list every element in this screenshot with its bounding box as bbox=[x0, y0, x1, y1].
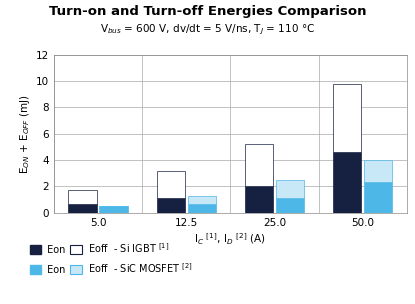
Y-axis label: E$_{ON}$ + E$_{OFF}$ (mJ): E$_{ON}$ + E$_{OFF}$ (mJ) bbox=[18, 94, 32, 174]
Bar bbox=[68, 190, 97, 204]
Text: Turn-on and Turn-off Energies Comparison: Turn-on and Turn-off Energies Comparison bbox=[49, 5, 366, 18]
Bar bbox=[333, 84, 361, 151]
Bar bbox=[188, 204, 216, 213]
Bar bbox=[333, 151, 361, 213]
Bar bbox=[156, 171, 185, 198]
Bar bbox=[276, 180, 304, 198]
Bar bbox=[245, 186, 273, 213]
Bar bbox=[364, 160, 392, 182]
Bar bbox=[68, 204, 97, 213]
Legend:  Eon,  Eoff  - SiC MOSFET $^{[2]}$: Eon, Eoff - SiC MOSFET $^{[2]}$ bbox=[26, 257, 197, 279]
Text: V$_{bus}$ = 600 V, dv/dt = 5 V/ns, T$_J$ = 110 °C: V$_{bus}$ = 600 V, dv/dt = 5 V/ns, T$_J$… bbox=[100, 23, 315, 37]
Bar bbox=[156, 198, 185, 213]
Bar bbox=[364, 182, 392, 213]
Bar bbox=[188, 196, 216, 204]
Bar bbox=[276, 198, 304, 213]
X-axis label: I$_C$ $^{[1]}$, I$_D$ $^{[2]}$ (A): I$_C$ $^{[1]}$, I$_D$ $^{[2]}$ (A) bbox=[195, 232, 266, 247]
Bar bbox=[100, 206, 128, 213]
Bar bbox=[245, 144, 273, 186]
